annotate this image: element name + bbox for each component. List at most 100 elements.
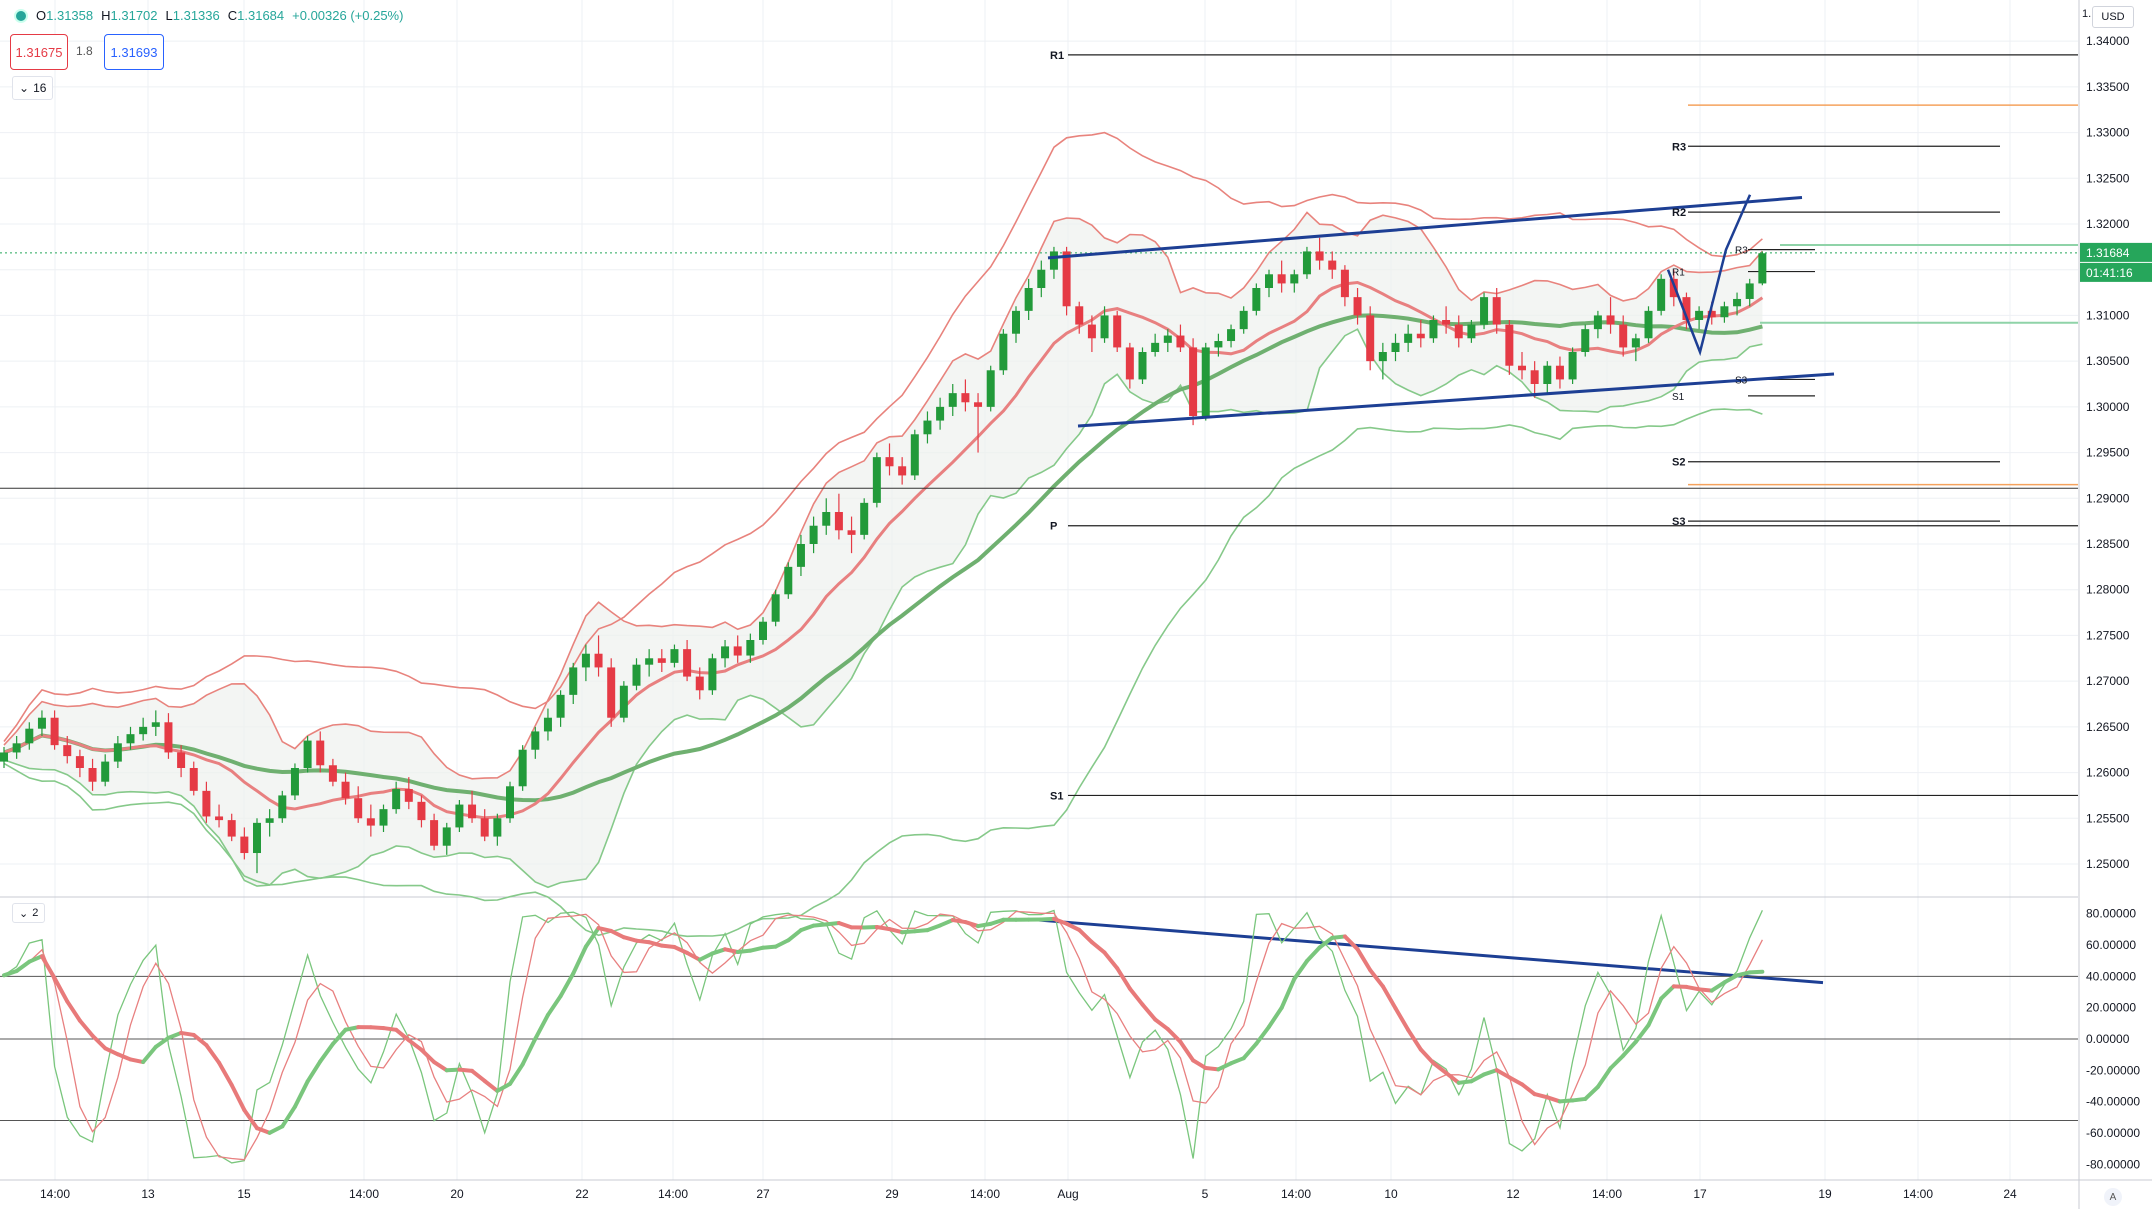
pivot-label-daily-s2: S2 [1672, 457, 1685, 469]
trendlines[interactable] [1036, 194, 1835, 985]
candle-body [265, 818, 274, 823]
momentum-line-segment [1140, 1002, 1158, 1022]
time-tick-label: 14:00 [1903, 1187, 1933, 1201]
candle-body [1214, 341, 1223, 348]
momentum-line-segment [1229, 1056, 1246, 1066]
momentum-line-segment [621, 935, 639, 943]
momentum-line-segment [1456, 1079, 1474, 1085]
stoch-d [3, 910, 1763, 1161]
momentum-line-segment [1127, 986, 1145, 1007]
candle-body [215, 816, 224, 821]
momentum-line-segment [1330, 934, 1347, 940]
osc-tick-label: 40.00000 [2086, 969, 2136, 983]
ohlc-change: +0.00326 (+0.25%) [292, 8, 404, 23]
momentum-line-segment [1342, 934, 1360, 952]
momentum-line-segment [1241, 1041, 1259, 1061]
momentum-line-segment [571, 944, 588, 976]
momentum-line-segment [1659, 984, 1676, 1001]
candle-body [581, 653, 590, 668]
momentum-line-segment [950, 918, 968, 925]
price-tick-label: 1.32500 [2086, 171, 2130, 185]
candle-body [771, 594, 780, 622]
candle-body [594, 653, 603, 668]
pivot-label-intraday-r1: R1 [1672, 268, 1685, 279]
momentum-line-segment [824, 921, 841, 927]
candle-body [278, 795, 287, 819]
momentum-line-segment [1595, 1066, 1613, 1089]
candle-body [746, 640, 755, 656]
momentum-line-segment [343, 1025, 361, 1032]
candle-body [961, 393, 970, 403]
candle-body [1644, 310, 1653, 339]
candle-body [63, 745, 72, 757]
time-tick-label: 14:00 [1281, 1187, 1311, 1201]
momentum-line-segment [1279, 976, 1297, 1010]
sell-button[interactable]: 1.31675 [10, 34, 68, 70]
buy-button[interactable]: 1.31693 [104, 34, 164, 70]
candle-body [1302, 251, 1311, 275]
candle-body [1100, 315, 1109, 339]
candle-body [1201, 347, 1210, 416]
momentum-line-segment [1507, 1075, 1524, 1087]
chevron-down-icon: ⌄ [19, 81, 30, 95]
candle-body [1657, 278, 1666, 311]
osc-tick-label: -60.00000 [2086, 1126, 2140, 1140]
candle-body [1682, 297, 1691, 320]
indicator-toggle-osc[interactable]: ⌄ 2 [12, 903, 46, 923]
currency-label[interactable]: USD [2092, 6, 2134, 28]
momentum-line-segment [406, 1038, 424, 1052]
pivot-label-intraday-s3: S3 [1735, 375, 1748, 386]
axis-top-partial: 1. [2082, 8, 2092, 20]
momentum-line-segment [558, 971, 576, 999]
candle-body [1606, 315, 1615, 325]
candle-body [1315, 251, 1324, 261]
candle-body [531, 731, 540, 750]
candle-body [1404, 333, 1413, 343]
time-tick-label: 10 [1384, 1187, 1398, 1201]
momentum-line-segment [1254, 1024, 1271, 1046]
price-tick-label: 1.30500 [2086, 354, 2130, 368]
candle-body [898, 466, 907, 476]
candle-body [1707, 310, 1716, 318]
momentum-line-segment [1380, 984, 1398, 1011]
market-status-icon [14, 8, 28, 23]
momentum-line-segment [520, 1036, 538, 1067]
oscillator-trendline [1036, 918, 1824, 985]
pivot-label-weekly-p: P [1050, 521, 1057, 533]
auto-scale-button[interactable]: A [2104, 1188, 2122, 1206]
time-tick-label: 14:00 [658, 1187, 688, 1201]
price-tick-label: 1.26000 [2086, 766, 2130, 780]
candle-body [1454, 324, 1463, 339]
candle-body [1720, 306, 1729, 318]
momentum-line-segment [65, 999, 82, 1023]
candle-body [139, 726, 148, 735]
indicator-toggle-main[interactable]: ⌄ 16 [12, 76, 54, 100]
candle-body [1593, 315, 1602, 330]
momentum-line-segment [1304, 945, 1322, 964]
momentum-line-segment [128, 1057, 146, 1065]
momentum-line-segment [39, 954, 57, 981]
momentum-line-segment [1178, 1039, 1196, 1063]
candle-body [12, 743, 21, 753]
momentum-line-segment [1621, 1039, 1638, 1058]
countdown-text: 01:41:16 [2086, 266, 2133, 280]
price-tick-label: 1.33000 [2086, 126, 2130, 140]
momentum-line-segment [1393, 1006, 1411, 1032]
time-tick-label: Aug [1057, 1187, 1078, 1201]
candle-body [1442, 320, 1451, 325]
upper-trendline [1047, 195, 1803, 260]
momentum-line-segment [166, 1030, 184, 1040]
candle-body [164, 722, 173, 753]
momentum-line-segment [457, 1067, 475, 1073]
spread-value: 1.8 [76, 44, 93, 58]
candle-body [366, 818, 375, 826]
candle-body [910, 434, 919, 476]
time-tick-label: 14:00 [970, 1187, 1000, 1201]
momentum-line-segment [672, 945, 690, 955]
candle-body [999, 333, 1008, 371]
momentum-line-segment [912, 928, 930, 934]
momentum-line-segment [14, 959, 32, 974]
candle-body [847, 530, 856, 535]
momentum-line-segment [748, 945, 765, 953]
